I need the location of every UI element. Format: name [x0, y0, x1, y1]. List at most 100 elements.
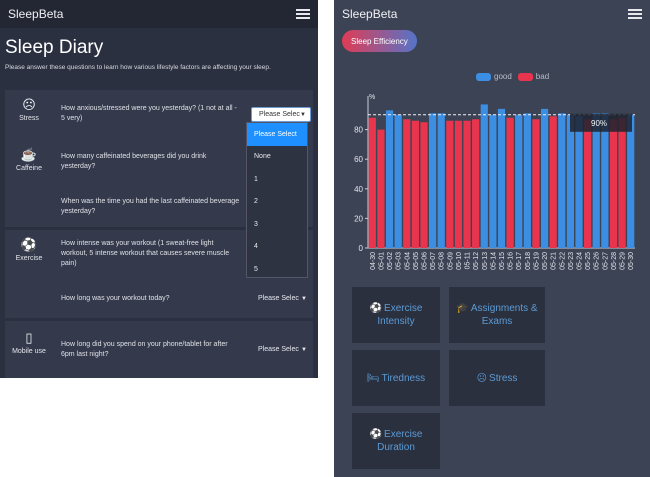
question-caffeine-time: When was the time you had the last caffe…	[61, 198, 240, 215]
legend-swatch-bad	[517, 72, 533, 81]
tile-exercise-duration[interactable]: ⚽ Exercise Duration	[352, 413, 440, 469]
stress-level-dropdown: Please Select None 1 2 3 4 5	[246, 122, 308, 278]
dropdown-option[interactable]: Please Select	[247, 123, 307, 146]
chart-legend: good bad	[470, 72, 549, 81]
select-value: Please Selec	[259, 111, 300, 118]
tile-tiredness[interactable]: 🛏 Tiredness	[352, 350, 440, 406]
workout-duration-select[interactable]: Please Selec ▼	[251, 291, 311, 306]
chart-bar	[420, 122, 428, 248]
chart-bar	[592, 113, 600, 248]
chart-bar	[377, 129, 385, 248]
sad-face-icon: ☹	[476, 372, 488, 384]
category-exercise: ⚽ Exercise	[7, 237, 51, 263]
chart-bar	[515, 114, 523, 248]
y-tick-label: 80	[354, 126, 363, 135]
chart-bar	[506, 117, 514, 248]
chart-bar	[558, 113, 566, 248]
chart-bar	[403, 119, 411, 248]
x-tick-label: 05-29	[620, 252, 627, 270]
x-tick-label: 05-05	[413, 252, 420, 270]
brand-logo[interactable]: SleepBeta	[342, 7, 398, 21]
x-tick-label: 05-15	[499, 252, 506, 270]
legend-label-bad: bad	[535, 72, 550, 81]
x-tick-label: 05-23	[568, 252, 575, 270]
x-tick-label: 05-21	[551, 252, 558, 270]
soccer-ball-icon: ⚽	[20, 237, 38, 252]
legend-label-good: good	[494, 72, 512, 81]
hamburger-menu-icon[interactable]	[296, 9, 310, 19]
x-tick-label: 05-07	[430, 252, 437, 270]
hamburger-menu-icon[interactable]	[628, 9, 642, 19]
tile-label: Stress	[489, 372, 518, 384]
tile-label: Tiredness	[381, 372, 426, 384]
y-axis-unit-label: %	[369, 94, 375, 101]
chart-bar	[609, 119, 618, 248]
chart-bar	[584, 119, 592, 248]
phone-usage-select[interactable]: Please Selec ▼	[251, 342, 311, 357]
stress-level-select[interactable]: Please Selec ▼	[251, 107, 311, 122]
chart-bar	[601, 113, 609, 248]
dropdown-option[interactable]: 1	[254, 175, 258, 183]
question-stress-level: How anxious/stressed were you yesterday?…	[61, 105, 237, 122]
x-tick-label: 05-11	[465, 252, 472, 269]
brand-logo[interactable]: SleepBeta	[8, 7, 64, 21]
chart-bar	[454, 120, 463, 248]
chevron-down-icon: ▼	[300, 111, 306, 118]
category-mobile-use: ▯ Mobile use	[7, 331, 51, 356]
dropdown-option[interactable]: 3	[254, 220, 258, 228]
sleep-diary-panel: SleepBeta Sleep Diary Please answer thes…	[0, 0, 318, 378]
question-workout-duration: How long was your workout today?	[61, 295, 170, 302]
question-caffeine-count: How many caffeinated beverages did you d…	[61, 153, 207, 170]
x-tick-label: 05-08	[439, 252, 446, 270]
chevron-down-icon: ▼	[301, 295, 307, 302]
chart-bar	[446, 120, 454, 248]
sad-face-icon: ☹	[22, 97, 36, 112]
x-tick-label: 05-18	[525, 252, 532, 270]
dropdown-option[interactable]: 2	[254, 198, 258, 206]
x-tick-label: 05-02	[387, 252, 394, 270]
tile-exercise-intensity[interactable]: ⚽ Exercise Intensity	[352, 287, 440, 343]
chart-bar	[566, 114, 575, 248]
dropdown-option[interactable]: 4	[254, 243, 258, 251]
chart-bar	[463, 120, 471, 248]
x-tick-label: 04-30	[370, 252, 377, 270]
x-tick-label: 05-09	[447, 252, 454, 270]
y-tick-label: 40	[354, 185, 363, 194]
soccer-ball-icon: ⚽	[369, 429, 383, 440]
x-tick-label: 05-10	[456, 252, 463, 270]
tile-stress[interactable]: ☹ Stress	[449, 350, 545, 406]
tile-label: Exercise Duration	[377, 429, 423, 453]
graduation-cap-icon: 🎓	[456, 303, 469, 314]
category-stress: ☹ Stress	[7, 97, 51, 123]
dropdown-option[interactable]: 5	[254, 265, 258, 273]
tile-assignments-exams[interactable]: 🎓 Assignments & Exams	[449, 287, 545, 343]
dashboard-panel: SleepBeta Sleep Efficiency good bad 0 20 4…	[334, 0, 650, 477]
page-title: Sleep Diary	[5, 37, 104, 58]
chart-bar	[523, 113, 531, 248]
page-subtitle: Please answer these questions to learn h…	[5, 64, 271, 71]
chart-bar	[540, 108, 549, 248]
x-tick-label: 05-04	[404, 252, 411, 270]
y-tick-label: 20	[354, 214, 363, 223]
category-label: Stress	[19, 115, 39, 122]
x-tick-label: 05-19	[533, 252, 540, 270]
chart-bar	[385, 110, 394, 248]
coffee-cup-icon: ☕	[20, 147, 38, 162]
category-caffeine: ☕ Caffeine	[7, 147, 51, 173]
x-tick-label: 05-26	[594, 252, 601, 270]
x-tick-label: 05-12	[473, 252, 480, 270]
dropdown-option[interactable]: None	[254, 153, 271, 161]
x-tick-label: 05-28	[611, 252, 618, 270]
chart-bar	[472, 119, 480, 248]
question-workout-intensity: How intense was your workout (1 sweat-fr…	[61, 240, 230, 267]
chart-bar	[532, 119, 540, 248]
select-value: Please Selec	[258, 346, 299, 353]
y-tick-label: 0	[359, 244, 364, 253]
x-tick-label: 05-14	[490, 252, 497, 270]
chart-bar	[489, 114, 497, 248]
x-tick-label: 05-17	[516, 252, 523, 270]
chart-bar	[627, 114, 635, 248]
chart-bar	[394, 114, 402, 248]
navbar: SleepBeta	[0, 0, 318, 28]
sleep-efficiency-tab[interactable]: Sleep Efficiency	[342, 30, 417, 52]
